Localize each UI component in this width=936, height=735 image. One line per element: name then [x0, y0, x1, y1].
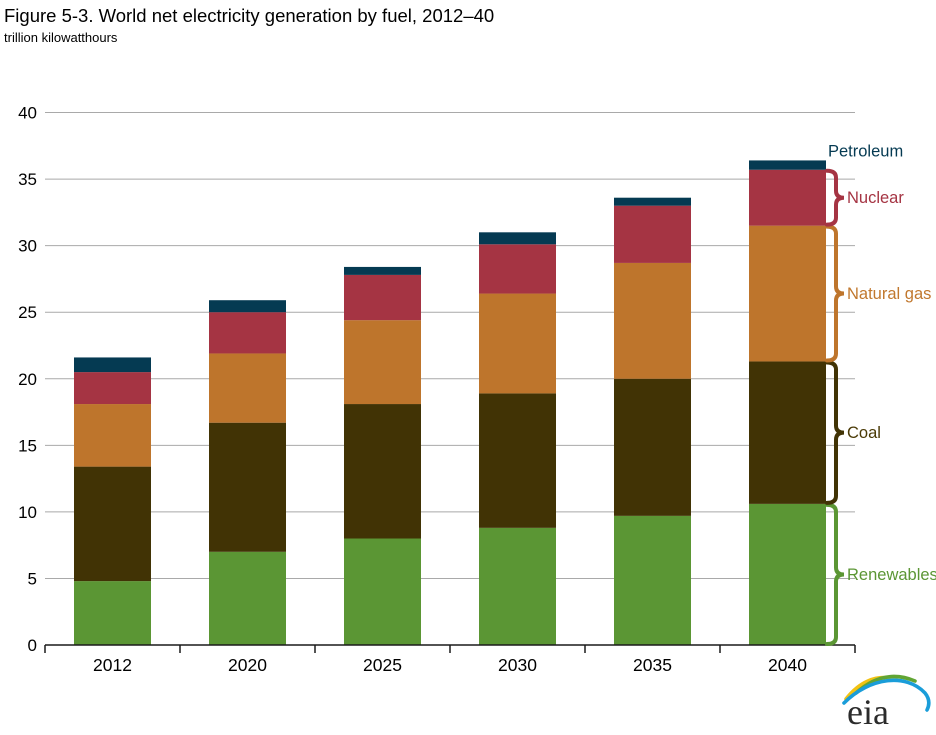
x-tick-label-2025: 2025 [363, 655, 402, 675]
bar-segment-2035-coal [614, 378, 691, 516]
eia-logo-graphic: eia [842, 674, 931, 732]
figure-title: Figure 5-3. World net electricity genera… [4, 5, 495, 26]
y-tick-label-20: 20 [18, 370, 37, 389]
bar-segment-2020-renewables [209, 551, 286, 645]
x-tick-label-2035: 2035 [633, 655, 672, 675]
bar-segment-2040-petroleum [749, 160, 826, 170]
bar-segment-2025-natural-gas [344, 320, 421, 405]
bar-segment-2025-nuclear [344, 274, 421, 321]
y-tick-label-40: 40 [18, 104, 37, 123]
y-tick-label-5: 5 [28, 569, 37, 588]
y-tick-label-15: 15 [18, 436, 37, 455]
y-tick-label-10: 10 [18, 503, 37, 522]
bar-segment-2040-renewables [749, 503, 826, 645]
bar-segment-2040-coal [749, 361, 826, 504]
bar-segment-2035-renewables [614, 515, 691, 645]
y-tick-label-25: 25 [18, 303, 37, 322]
bar-segment-2025-petroleum [344, 266, 421, 275]
bar-segment-2020-natural-gas [209, 353, 286, 423]
bar-segment-2030-natural-gas [479, 293, 556, 394]
fuel-label-coal: Coal [847, 424, 881, 442]
y-tick-label-30: 30 [18, 237, 37, 256]
bar-segment-2040-nuclear [749, 169, 826, 226]
fuel-label-renewables: Renewables [847, 566, 936, 584]
bar-segment-2025-coal [344, 404, 421, 539]
bar-segment-2012-petroleum [74, 357, 151, 373]
fuel-label-nuclear: Nuclear [847, 189, 904, 207]
bar-segment-2030-nuclear [479, 244, 556, 294]
brace-natural-gas [825, 224, 845, 363]
bar-segment-2020-petroleum [209, 300, 286, 313]
brace-coal [825, 360, 845, 505]
eia-logo-blue-arc-icon [842, 678, 931, 712]
bar-segment-2030-coal [479, 393, 556, 528]
x-tick-label-2012: 2012 [93, 655, 132, 675]
brace-nuclear [825, 168, 845, 227]
y-tick-label-35: 35 [18, 170, 37, 189]
bar-segment-2025-renewables [344, 538, 421, 645]
bar-segment-2020-nuclear [209, 312, 286, 354]
x-tick-label-2030: 2030 [498, 655, 537, 675]
x-tick-label-2020: 2020 [228, 655, 267, 675]
bar-segment-2035-petroleum [614, 197, 691, 206]
bar-segment-2030-renewables [479, 527, 556, 645]
bar-segment-2012-nuclear [74, 372, 151, 405]
fuel-label-petroleum: Petroleum [828, 142, 903, 160]
bar-segment-2020-coal [209, 422, 286, 552]
bar-segment-2030-petroleum [479, 232, 556, 245]
x-tick-label-2040: 2040 [768, 655, 807, 675]
bar-segment-2012-natural-gas [74, 404, 151, 467]
bar-segment-2035-natural-gas [614, 262, 691, 379]
y-tick-label-0: 0 [28, 636, 37, 655]
bar-segment-2012-coal [74, 466, 151, 582]
fuel-label-natural-gas: Natural gas [847, 285, 931, 303]
figure-subtitle: trillion kilowatthours [4, 30, 118, 45]
bar-segment-2012-renewables [74, 581, 151, 645]
bar-segment-2040-natural-gas [749, 225, 826, 362]
brace-renewables [825, 502, 845, 646]
eia-logo: eia [838, 668, 933, 732]
eia-logo-text: eia [847, 692, 889, 732]
bar-segment-2035-nuclear [614, 205, 691, 263]
eia-logo-green-arc-icon [854, 674, 917, 695]
